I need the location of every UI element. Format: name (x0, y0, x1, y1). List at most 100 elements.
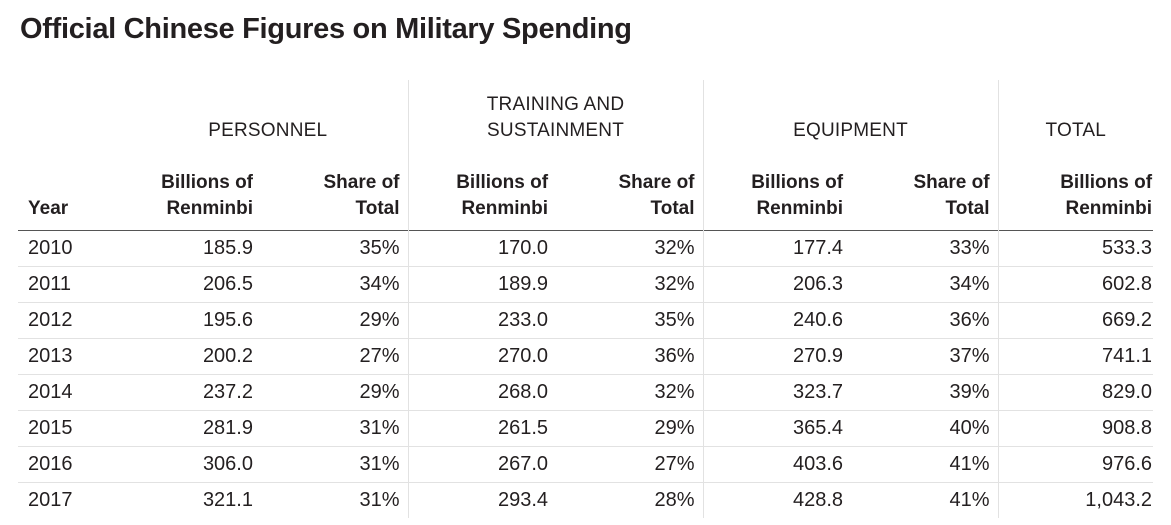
cell-year: 2014 (18, 374, 128, 411)
empty-header (18, 80, 128, 144)
cell-personnel-share: 31% (253, 482, 409, 518)
table-row: 2014 237.2 29% 268.0 32% 323.7 39% 829.0 (18, 374, 1154, 411)
cell-training-share: 28% (548, 482, 704, 518)
cell-personnel-billions: 206.5 (128, 266, 253, 303)
column-header-year: Year (28, 198, 69, 219)
cell-equipment-share: 37% (843, 338, 999, 375)
cell-equipment-billions: 270.9 (703, 338, 844, 375)
cell-training-share: 32% (548, 266, 704, 303)
cell-personnel-billions: 237.2 (128, 374, 253, 411)
column-header-equipment-billions: Billions of Renminbi (703, 144, 843, 231)
cell-personnel-share: 31% (253, 446, 409, 483)
page-title: Official Chinese Figures on Military Spe… (20, 13, 632, 45)
table-row: 2011 206.5 34% 189.9 32% 206.3 34% 602.8 (18, 266, 1154, 303)
cell-equipment-billions: 365.4 (703, 410, 844, 447)
column-header-personnel-share: Share of Total (253, 144, 409, 231)
cell-training-share: 29% (548, 410, 704, 447)
cell-personnel-billions: 200.2 (128, 338, 253, 375)
cell-total-billions: 533.3 (998, 230, 1154, 267)
cell-equipment-billions: 240.6 (703, 302, 844, 339)
header-line: Billions of (751, 172, 844, 193)
cell-personnel-billions: 281.9 (128, 410, 253, 447)
group-header-total: TOTAL (1045, 120, 1107, 141)
header-line: Billions of (1060, 172, 1153, 193)
cell-equipment-billions: 206.3 (703, 266, 844, 303)
group-header-personnel: PERSONNEL (128, 80, 409, 144)
header-line: Renminbi (756, 198, 844, 219)
cell-training-billions: 270.0 (408, 338, 549, 375)
cell-personnel-billions: 185.9 (128, 230, 253, 267)
table-row: 2010 185.9 35% 170.0 32% 177.4 33% 533.3 (18, 230, 1154, 267)
cell-total-billions: 741.1 (998, 338, 1154, 375)
cell-total-billions: 829.0 (998, 374, 1154, 411)
cell-training-billions: 261.5 (408, 410, 549, 447)
cell-personnel-share: 29% (253, 302, 409, 339)
group-header-training-line1: TRAINING AND (486, 94, 625, 115)
table-row: 2013 200.2 27% 270.0 36% 270.9 37% 741.1 (18, 338, 1154, 375)
cell-training-share: 32% (548, 230, 704, 267)
column-header-total-billions: Billions of Renminbi (998, 144, 1153, 231)
cell-training-billions: 170.0 (408, 230, 549, 267)
header-line: Share of (913, 172, 990, 193)
cell-year: 2015 (18, 410, 128, 447)
cell-personnel-billions: 306.0 (128, 446, 253, 483)
military-spending-table: PERSONNEL TRAINING AND SUSTAINMENT EQUIP… (18, 80, 1154, 518)
cell-equipment-billions: 323.7 (703, 374, 844, 411)
header-line: Renminbi (461, 198, 549, 219)
cell-personnel-share: 29% (253, 374, 409, 411)
group-header-training-line2: SUSTAINMENT (487, 120, 624, 141)
cell-equipment-share: 41% (843, 482, 999, 518)
cell-personnel-billions: 321.1 (202, 489, 253, 511)
cell-year: 2017 (28, 489, 73, 511)
cell-training-billions: 233.0 (408, 302, 549, 339)
cell-training-billions: 268.0 (408, 374, 549, 411)
column-header-row: Year Billions of Renminbi Share of Total B… (18, 144, 1154, 231)
cell-equipment-share: 33% (843, 230, 999, 267)
cell-total-billions: 908.8 (998, 410, 1154, 447)
table-row: 2016 306.0 31% 267.0 27% 403.6 41% 976.6 (18, 446, 1154, 483)
header-line: Billions of (161, 172, 253, 193)
cell-total-billions: 602.8 (998, 266, 1154, 303)
cell-equipment-share: 36% (843, 302, 999, 339)
cell-training-share: 27% (548, 446, 704, 483)
cell-total-billions: 976.6 (998, 446, 1154, 483)
header-line: Renminbi (166, 198, 253, 219)
column-header-training-billions: Billions of Renminbi (408, 144, 548, 231)
column-header-equipment-share: Share of Total (843, 144, 999, 231)
table-row: 2017 321.1 31% 293.4 28% 428.8 41% 1,043.2 (18, 482, 1153, 518)
header-line: Billions of (456, 172, 549, 193)
header-line: Renminbi (1065, 198, 1153, 219)
cell-personnel-billions: 195.6 (128, 302, 253, 339)
cell-year: 2011 (18, 266, 128, 303)
cell-equipment-billions: 428.8 (792, 489, 844, 511)
table-row: 2012 195.6 29% 233.0 35% 240.6 36% 669.2 (18, 302, 1154, 339)
cell-training-billions: 267.0 (408, 446, 549, 483)
cell-equipment-share: 40% (843, 410, 999, 447)
header-line: Share of (618, 172, 695, 193)
group-header-equipment: EQUIPMENT (703, 80, 999, 144)
cell-year: 2016 (18, 446, 128, 483)
header-line: Share of (323, 172, 400, 193)
cell-equipment-share: 34% (843, 266, 999, 303)
cell-training-share: 36% (548, 338, 704, 375)
cell-personnel-share: 35% (253, 230, 409, 267)
cell-training-share: 35% (548, 302, 704, 339)
cell-total-billions: 669.2 (998, 302, 1154, 339)
cell-personnel-share: 34% (253, 266, 409, 303)
cell-training-billions: 189.9 (408, 266, 549, 303)
cell-equipment-billions: 177.4 (703, 230, 844, 267)
cell-personnel-share: 31% (253, 410, 409, 447)
cell-equipment-share: 41% (843, 446, 999, 483)
header-line: Total (945, 198, 990, 219)
cell-year: 2013 (18, 338, 128, 375)
group-header-training: TRAINING AND SUSTAINMENT (408, 80, 704, 144)
cell-personnel-share: 27% (253, 338, 409, 375)
header-line: Total (355, 198, 400, 219)
cell-year: 2012 (18, 302, 128, 339)
cell-year: 2010 (18, 230, 128, 267)
column-header-training-share: Share of Total (548, 144, 704, 231)
column-header-personnel-billions: Billions of Renminbi (128, 144, 253, 231)
group-header-row: PERSONNEL TRAINING AND SUSTAINMENT EQUIP… (18, 80, 1153, 144)
cell-total-billions: 1,043.2 (1085, 489, 1153, 511)
cell-training-billions: 293.4 (497, 489, 549, 511)
